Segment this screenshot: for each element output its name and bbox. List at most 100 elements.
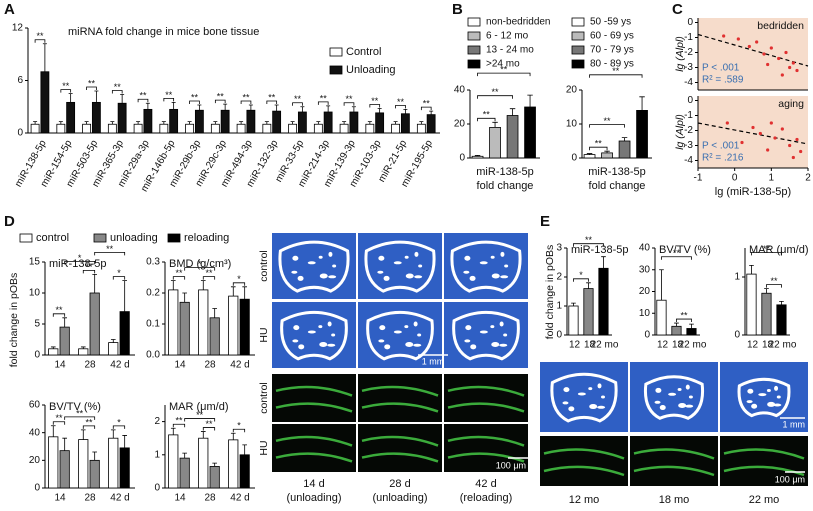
bar xyxy=(220,109,230,134)
error-bar xyxy=(659,269,664,301)
trabecula xyxy=(307,261,316,265)
significance-bracket xyxy=(317,101,329,105)
trabecula xyxy=(562,401,569,405)
point xyxy=(799,149,803,154)
x-tick-label: 18 xyxy=(672,340,684,351)
panel-label: B xyxy=(452,1,463,18)
annotation: aging xyxy=(778,98,804,110)
significance-bracket xyxy=(111,90,123,94)
significance-bracket xyxy=(64,416,96,420)
significance-label: ** xyxy=(294,94,302,104)
label-line xyxy=(633,448,715,477)
column-label: (unloading) xyxy=(372,492,427,504)
trabecula xyxy=(383,275,390,281)
bar xyxy=(108,342,119,356)
error-bar xyxy=(120,94,125,104)
trabecula xyxy=(331,333,336,337)
trabecula xyxy=(499,321,504,327)
error-bar xyxy=(197,104,202,111)
significance-bracket xyxy=(589,74,643,78)
trabecula xyxy=(499,343,508,347)
error-bar xyxy=(62,317,68,328)
significance-bracket xyxy=(477,95,513,99)
point xyxy=(788,143,792,148)
bar xyxy=(59,450,70,489)
trabecula xyxy=(490,325,495,329)
trabecula xyxy=(414,251,419,257)
trabecula xyxy=(464,339,471,343)
trabecula xyxy=(393,330,402,334)
significance-label: ** xyxy=(76,408,84,418)
significance-label: ** xyxy=(139,91,147,101)
significance-bracket xyxy=(214,99,226,104)
bar xyxy=(66,101,76,134)
bar xyxy=(159,123,169,134)
error-bar xyxy=(242,444,248,455)
bar xyxy=(82,123,92,134)
y-axis-label: fold change in pOBs xyxy=(8,273,20,368)
error-bar xyxy=(326,105,331,112)
significance-label: * xyxy=(237,421,241,431)
significance-label: ** xyxy=(423,99,431,109)
trabecula xyxy=(318,325,323,329)
bar xyxy=(119,311,130,356)
bar xyxy=(239,454,250,489)
trabecula xyxy=(491,273,500,279)
fit-line xyxy=(697,122,809,145)
significance-bracket xyxy=(751,252,782,256)
bar xyxy=(656,299,667,336)
y-tick-label: 40 xyxy=(639,243,651,254)
error-bar xyxy=(290,121,295,125)
x-tick-label: 42 d xyxy=(110,360,129,371)
bar xyxy=(143,108,153,134)
x-axis-label: lg (miR-138-5p) xyxy=(715,186,791,198)
trabecula xyxy=(588,387,593,391)
trabecula xyxy=(773,403,782,407)
bar xyxy=(209,466,220,489)
y-tick-label: 0.1 xyxy=(146,319,160,330)
legend-label: 13 - 24 mo xyxy=(486,45,534,56)
x-axis-label: miR-138-5p xyxy=(588,166,645,178)
error-bar xyxy=(239,121,244,125)
bar xyxy=(761,292,772,336)
error-bar xyxy=(779,300,784,305)
bar xyxy=(349,111,359,134)
trabecula xyxy=(417,333,422,337)
significance-label: ** xyxy=(673,248,681,258)
bar xyxy=(179,457,190,489)
bar xyxy=(179,301,190,356)
trabecula xyxy=(746,400,753,404)
y-tick-label: 2 xyxy=(154,416,160,427)
trabecula xyxy=(479,261,488,265)
y-tick-label: 10 xyxy=(566,119,578,130)
error-bar xyxy=(230,286,236,297)
error-bar xyxy=(586,153,593,155)
y-tick-label: 0 xyxy=(459,153,465,164)
bar xyxy=(91,101,101,134)
error-bar xyxy=(122,280,128,312)
error-bar xyxy=(212,308,218,318)
y-tick-label: 0 xyxy=(556,330,562,341)
significance-label: * xyxy=(198,259,202,269)
bone-outline xyxy=(450,240,522,293)
bar xyxy=(489,127,501,159)
trabecula xyxy=(378,339,385,343)
bone-outline xyxy=(366,310,434,361)
significance-bracket xyxy=(477,72,531,77)
trabecula xyxy=(307,330,316,334)
significance-bracket xyxy=(202,427,216,431)
chart-title: BMD (g/cm³) xyxy=(169,258,231,270)
bar xyxy=(209,317,220,356)
x-tick-label: 42 d xyxy=(110,493,129,504)
x-tick-label: 14 xyxy=(174,493,186,504)
error-bar xyxy=(80,346,86,349)
significance-bracket xyxy=(395,104,406,109)
panel-label: E xyxy=(540,213,550,230)
y-tick-label: 20 xyxy=(566,85,578,96)
bar xyxy=(107,123,117,134)
significance-label: ** xyxy=(268,92,276,102)
error-bar xyxy=(300,106,305,112)
fluorescence-image xyxy=(272,424,356,472)
legend-swatch xyxy=(571,59,585,69)
legend-label: 60 - 69 ys xyxy=(590,31,634,42)
